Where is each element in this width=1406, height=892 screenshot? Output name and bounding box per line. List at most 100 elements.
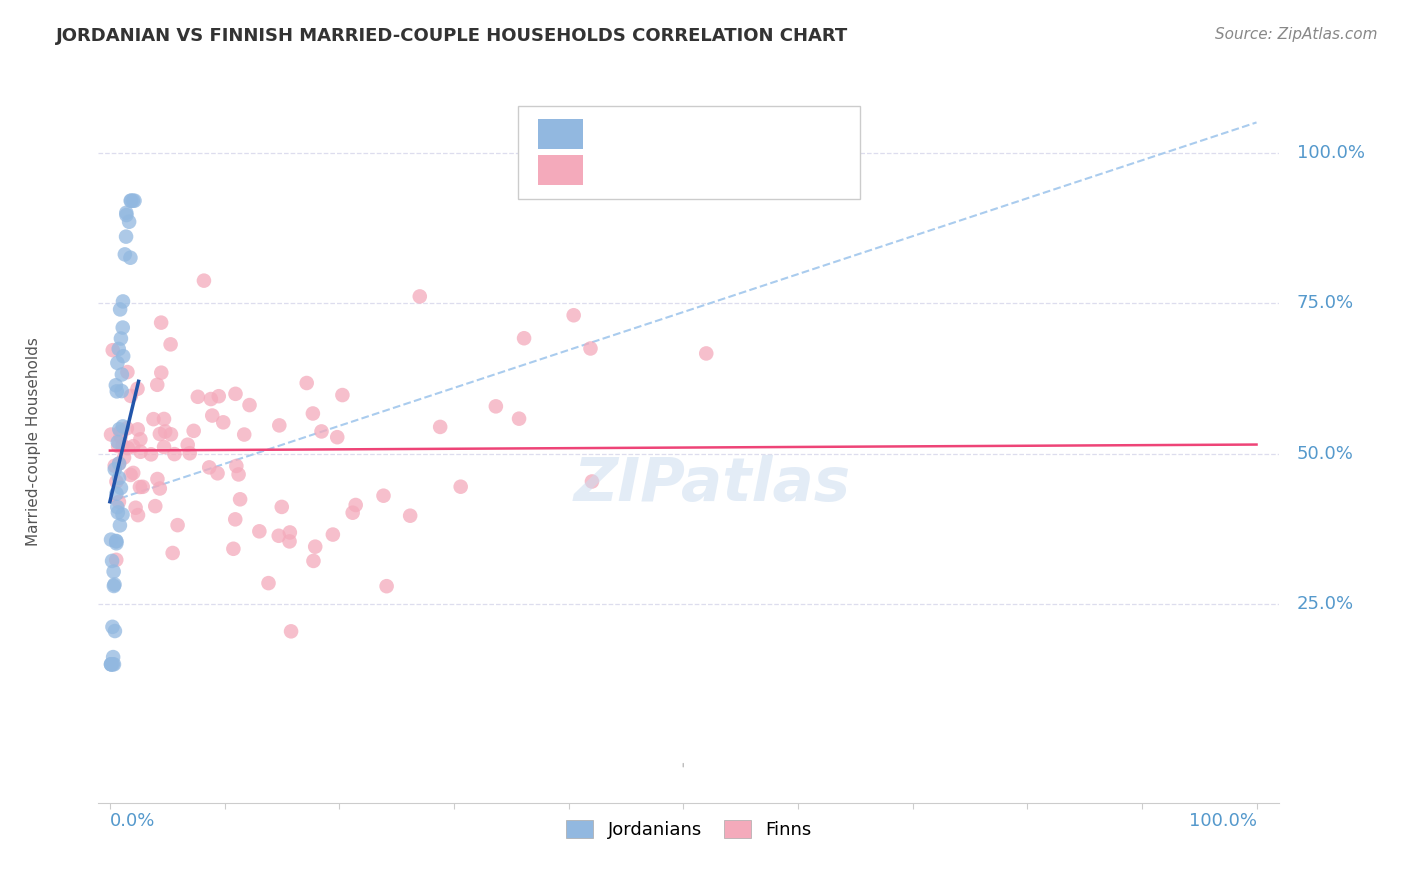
Point	[107, 505, 129, 519]
Point	[127, 422, 149, 436]
Point	[122, 194, 145, 208]
Point	[142, 412, 165, 426]
Point	[111, 294, 134, 309]
Point	[117, 441, 139, 455]
Point	[115, 229, 138, 244]
Text: 25.0%: 25.0%	[1296, 595, 1354, 613]
Point	[120, 467, 142, 482]
Point	[101, 650, 124, 665]
Point	[111, 508, 134, 522]
Point	[100, 533, 122, 547]
Point	[112, 349, 135, 363]
Point	[103, 577, 125, 591]
Point	[280, 624, 302, 639]
FancyBboxPatch shape	[537, 119, 582, 149]
Point	[302, 554, 325, 568]
Point	[247, 524, 270, 539]
Point	[100, 427, 122, 442]
Point	[201, 409, 224, 423]
Point	[105, 536, 128, 550]
Point	[322, 527, 344, 541]
Point	[111, 320, 134, 334]
Point	[485, 400, 508, 414]
Point	[183, 424, 205, 438]
Point	[107, 342, 129, 356]
Point	[120, 251, 142, 265]
Point	[332, 388, 354, 402]
Point	[101, 620, 124, 634]
Text: N = 49: N = 49	[718, 124, 786, 142]
Point	[105, 486, 128, 500]
Point	[326, 430, 349, 444]
Point	[278, 525, 301, 540]
Point	[105, 356, 128, 370]
Point	[118, 215, 141, 229]
Point	[122, 466, 145, 480]
Point	[581, 475, 603, 489]
Text: 75.0%: 75.0%	[1296, 294, 1354, 312]
Text: 0.0%: 0.0%	[110, 812, 155, 830]
Point	[146, 377, 169, 392]
Point	[153, 440, 176, 454]
Point	[373, 489, 395, 503]
Point	[159, 337, 181, 351]
Point	[238, 398, 260, 412]
Point	[270, 500, 292, 514]
Text: 100.0%: 100.0%	[1188, 812, 1257, 830]
Point	[100, 657, 122, 672]
Point	[127, 508, 149, 522]
Point	[267, 529, 290, 543]
Point	[100, 657, 122, 672]
Point	[110, 430, 132, 444]
Point	[225, 458, 247, 473]
Point	[101, 343, 124, 358]
Point	[153, 425, 176, 439]
Point	[429, 420, 451, 434]
Point	[695, 346, 717, 360]
Text: N = 94: N = 94	[718, 161, 786, 178]
Legend: Jordanians, Finns: Jordanians, Finns	[557, 811, 821, 848]
Point	[129, 444, 152, 458]
Point	[450, 480, 472, 494]
Point	[105, 533, 128, 548]
Point	[122, 439, 145, 453]
Text: R = 0.145: R = 0.145	[596, 124, 695, 142]
Point	[193, 274, 215, 288]
Point	[129, 480, 152, 494]
Point	[344, 498, 367, 512]
Point	[108, 518, 131, 533]
Point	[150, 316, 173, 330]
Point	[110, 425, 132, 439]
Point	[179, 446, 201, 460]
Point	[200, 392, 222, 406]
Point	[108, 495, 131, 509]
Text: R = 0.011: R = 0.011	[596, 161, 695, 178]
Point	[342, 506, 364, 520]
Point	[150, 366, 173, 380]
Point	[120, 194, 142, 208]
Point	[228, 467, 250, 482]
Point	[124, 194, 146, 208]
Point	[562, 308, 585, 322]
Text: Source: ZipAtlas.com: Source: ZipAtlas.com	[1215, 27, 1378, 42]
Point	[149, 427, 172, 442]
Point	[105, 384, 128, 399]
Text: 50.0%: 50.0%	[1296, 444, 1354, 463]
Point	[207, 467, 229, 481]
Point	[111, 438, 134, 452]
Point	[111, 384, 134, 398]
Point	[105, 553, 128, 567]
Point	[278, 534, 301, 549]
Point	[117, 365, 139, 379]
Point	[108, 302, 131, 317]
Point	[311, 425, 333, 439]
Point	[146, 472, 169, 486]
FancyBboxPatch shape	[517, 105, 860, 200]
Point	[139, 447, 162, 461]
Point	[375, 579, 398, 593]
Point	[233, 427, 256, 442]
Point	[160, 427, 183, 442]
Point	[224, 387, 246, 401]
Point	[110, 481, 132, 495]
Point	[143, 499, 166, 513]
